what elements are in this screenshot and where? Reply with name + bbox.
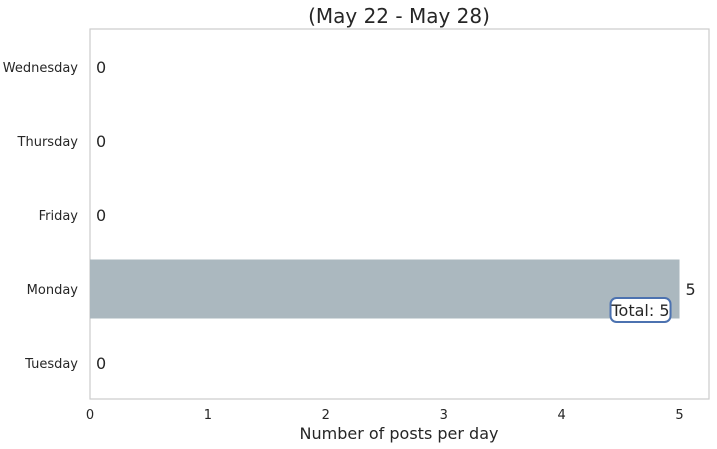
data-label: 5 [686, 280, 696, 299]
x-tick-label: 1 [204, 408, 212, 423]
y-tick-label: Wednesday [3, 61, 79, 76]
x-axis-label: Number of posts per day [300, 424, 499, 443]
x-tick-label: 3 [440, 408, 448, 423]
data-label: 0 [96, 132, 106, 151]
data-label: 0 [96, 58, 106, 77]
data-label: 0 [96, 206, 106, 225]
plot-frame [89, 28, 710, 400]
y-tick-label: Tuesday [24, 357, 78, 372]
data-labels-group: 0 0 0 5 0 [96, 58, 696, 373]
total-annotation-box [609, 297, 672, 323]
total-annotation-text: Total: 5 [611, 301, 670, 320]
total-annotation: Total: 5 [609, 297, 672, 323]
x-tick-label: 0 [86, 408, 94, 423]
y-axis-tick-labels: Wednesday Thursday Friday Monday Tuesday [3, 61, 79, 372]
chart-title: (May 22 - May 28) [308, 4, 490, 28]
x-tick-label: 5 [675, 408, 683, 423]
x-tick-label: 2 [322, 408, 330, 423]
x-tick-label: 4 [557, 408, 565, 423]
bar-monday [90, 259, 680, 319]
y-tick-label: Friday [39, 209, 79, 224]
bars-group [90, 259, 680, 319]
x-axis-tick-labels: 0 1 2 3 4 5 [86, 408, 684, 423]
y-tick-label: Thursday [17, 135, 79, 150]
y-tick-label: Monday [27, 283, 79, 298]
data-label: 0 [96, 354, 106, 373]
